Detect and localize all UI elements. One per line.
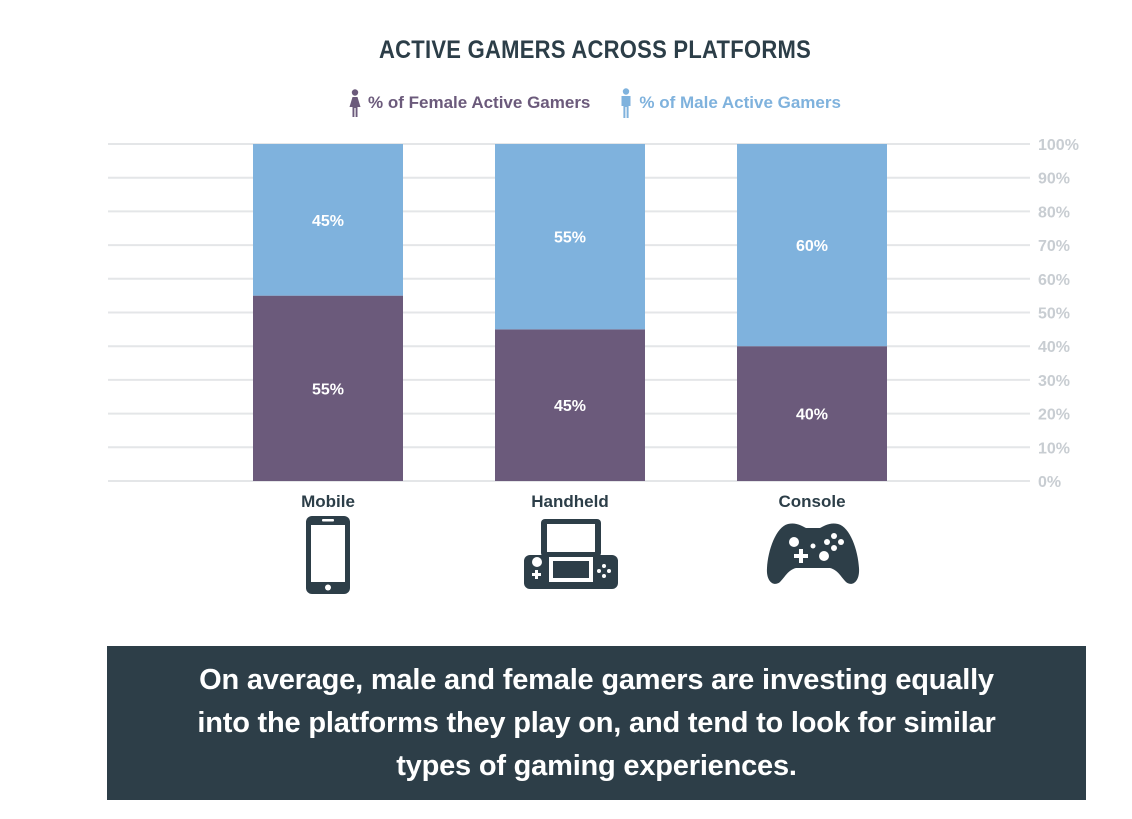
gamepad-icon [766,523,860,584]
male-icon [621,88,631,118]
legend: % of Female Active Gamers % of Male Acti… [0,88,1132,118]
category-label: Handheld [531,492,608,511]
data-label-female: 40% [796,407,828,424]
legend-item-female: % of Female Active Gamers [349,89,590,117]
mobile-phone-icon [306,516,350,594]
summary-text: On average, male and female gamers are i… [197,663,996,782]
bar-segment-female [253,295,403,481]
category-label: Mobile [301,492,355,511]
stacked-bar-chart: 0% 10% 20% 30% 40% 50% 60% 70% 80% 90% 100% 55% 45% M… [108,137,1079,511]
y-tick-label: 40% [1038,339,1070,356]
y-tick-label: 90% [1038,171,1070,188]
bar-segment-male [495,144,645,330]
bar-segment-male [737,144,887,347]
y-tick-label: 50% [1038,306,1070,323]
bar-segment-female [495,329,645,481]
legend-item-male: % of Male Active Gamers [620,88,841,118]
data-label-male: 45% [312,213,344,230]
bar-segment-female [737,346,887,481]
y-tick-label: 30% [1038,373,1070,390]
bar-segment-male [253,144,403,296]
y-tick-label: 20% [1038,407,1070,424]
category-label: Console [778,492,845,511]
y-tick-label: 70% [1038,238,1070,255]
legend-female-label: % of Female Active Gamers [368,93,591,112]
legend-male-label: % of Male Active Gamers [639,93,841,112]
chart-title: ACTIVE GAMERS ACROSS PLATFORMS [378,36,812,64]
y-tick-label: 0% [1038,474,1061,491]
y-tick-label: 80% [1038,204,1070,221]
data-label-male: 60% [796,238,828,255]
y-tick-label: 100% [1038,137,1079,154]
data-label-male: 55% [554,230,586,247]
handheld-console-icon [524,519,618,589]
y-tick-label: 10% [1038,440,1070,457]
y-tick-label: 60% [1038,272,1070,289]
female-icon [349,89,361,117]
data-label-female: 45% [554,398,586,415]
data-label-female: 55% [312,381,344,398]
summary-banner: On average, male and female gamers are i… [107,646,1086,800]
